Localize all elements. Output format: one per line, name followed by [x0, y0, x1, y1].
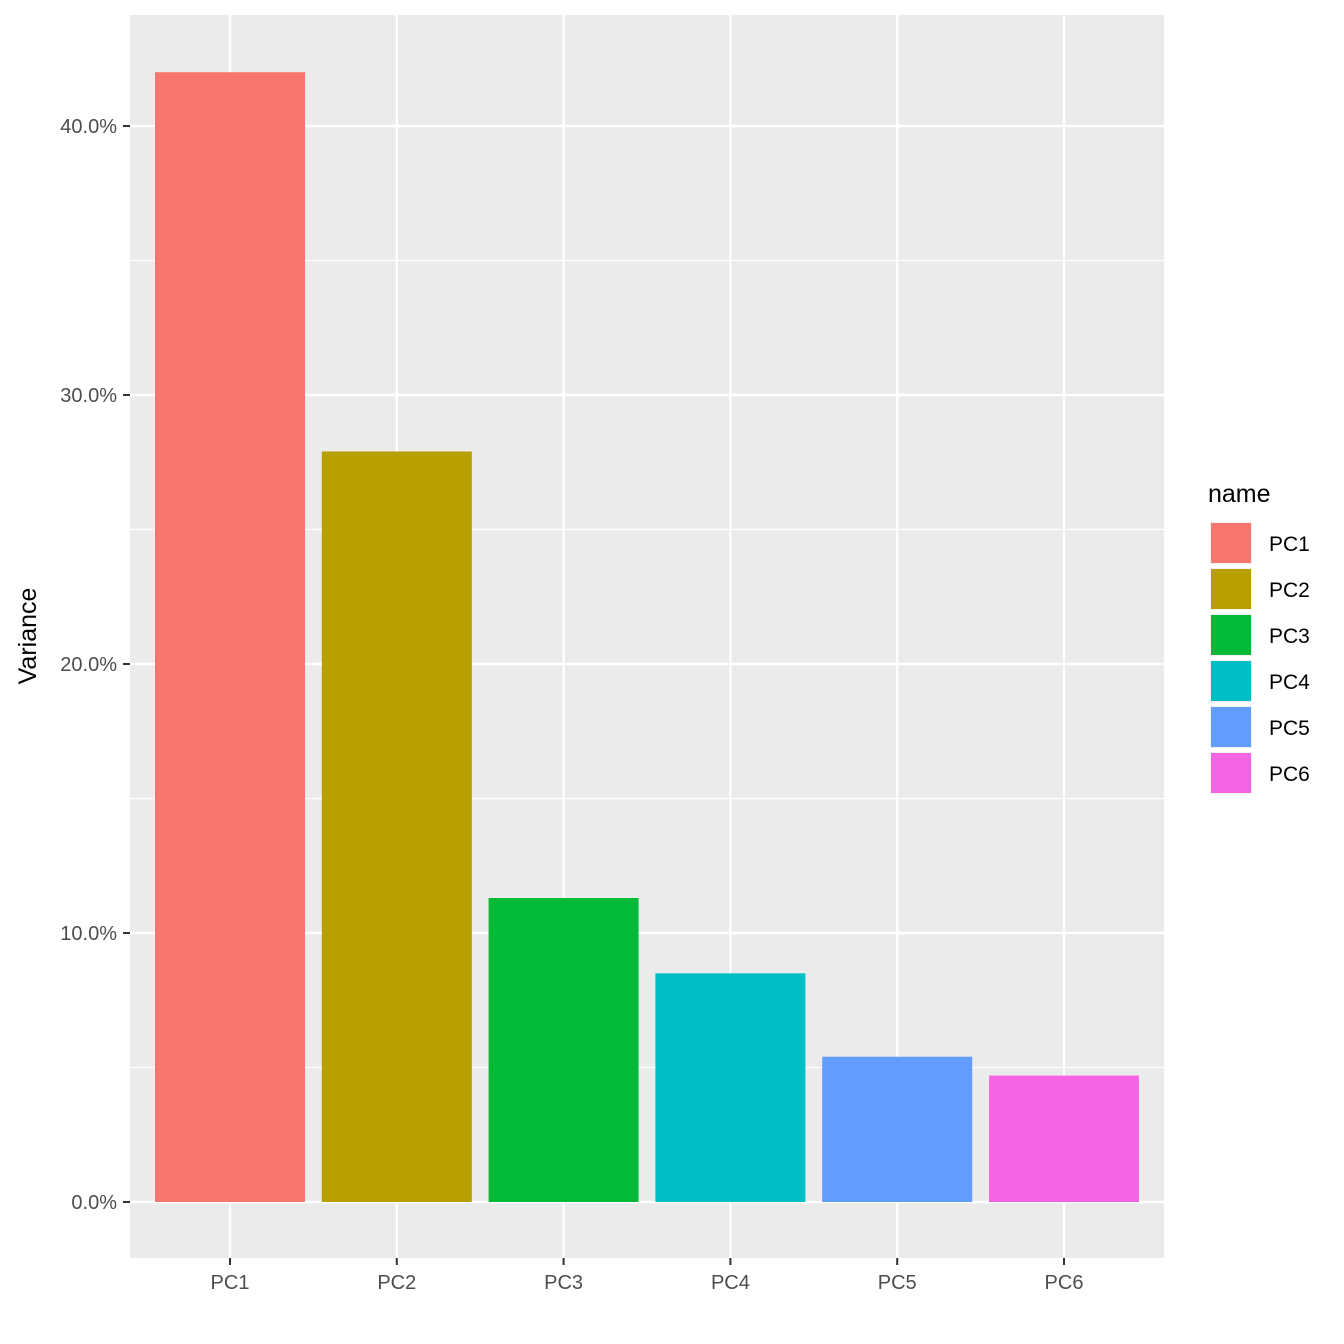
legend-label: PC6 — [1269, 763, 1310, 786]
x-tick-label: PC1 — [211, 1272, 250, 1294]
legend-title: name — [1208, 480, 1271, 508]
bar-pc3 — [488, 898, 639, 1202]
legend-swatch — [1211, 523, 1251, 563]
bar-pc4 — [655, 973, 806, 1202]
x-tick-label: PC3 — [544, 1272, 583, 1294]
y-axis: 0.0% 10.0% 20.0% 30.0% 40.0% — [60, 116, 130, 1214]
y-tick-label: 40.0% — [60, 116, 117, 138]
y-tick-label: 20.0% — [60, 654, 117, 676]
y-axis-title: Variance — [14, 588, 42, 685]
x-tick-label: PC5 — [878, 1272, 917, 1294]
legend-items: PC1 PC2 PC3 PC4 PC5 PC6 — [1210, 522, 1310, 794]
legend-label: PC3 — [1269, 625, 1310, 648]
y-tick-label: 30.0% — [60, 385, 117, 407]
y-tick-label: 0.0% — [71, 1192, 117, 1214]
legend-swatch — [1211, 615, 1251, 655]
bar-pc5 — [822, 1056, 973, 1202]
bar-pc1 — [155, 72, 305, 1203]
legend-label: PC5 — [1269, 717, 1310, 740]
bar-pc2 — [321, 451, 472, 1202]
legend-label: PC4 — [1269, 671, 1310, 694]
bars — [155, 72, 1139, 1203]
x-tick-label: PC4 — [711, 1272, 750, 1294]
x-tick-label: PC6 — [1045, 1272, 1084, 1294]
legend-swatch — [1211, 661, 1251, 701]
y-tick-label: 10.0% — [60, 923, 117, 945]
legend-swatch — [1211, 753, 1251, 793]
legend-swatch — [1211, 707, 1251, 747]
legend: name PC1 PC2 PC3 PC4 PC5 PC6 — [1208, 480, 1310, 794]
legend-swatch — [1211, 569, 1251, 609]
x-axis: PC1 PC2 PC3 PC4 PC5 PC6 — [211, 1258, 1084, 1294]
x-tick-label: PC2 — [377, 1272, 416, 1294]
legend-label: PC2 — [1269, 579, 1310, 602]
legend-label: PC1 — [1269, 533, 1310, 556]
bar-pc6 — [989, 1075, 1139, 1202]
